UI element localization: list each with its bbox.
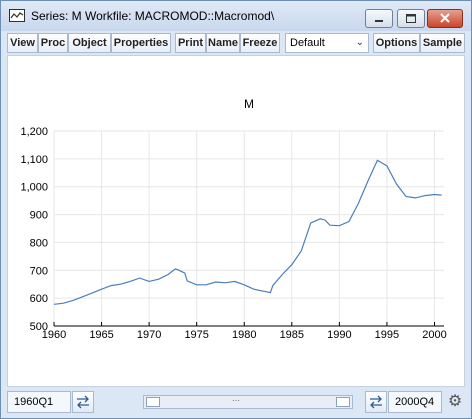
- y-tick-label: 500: [30, 321, 48, 333]
- proc-button[interactable]: Proc: [38, 33, 68, 53]
- sample-range-slider[interactable]: ⋯: [143, 395, 353, 409]
- status-bar: 1960Q1 ⋯ 2000Q4 ⚙: [7, 391, 465, 413]
- slider-grip-icon: ⋯: [232, 396, 240, 405]
- line-chart: M 500 600 700 800 900 1,000 1,100 1,200 1960 1965 1…: [20, 97, 446, 341]
- y-tick-label: 1,100: [20, 154, 48, 166]
- graph-type-dropdown[interactable]: Default ⌄: [285, 33, 369, 53]
- close-icon: [440, 13, 450, 23]
- toolbar: View Proc Object Properties Print Name F…: [7, 33, 465, 53]
- sample-end-field[interactable]: 2000Q4: [388, 391, 442, 413]
- maximize-button[interactable]: [397, 9, 425, 28]
- y-tick-label: 900: [30, 210, 48, 222]
- x-tick-label: 2000: [422, 329, 446, 341]
- dropdown-value: Default: [290, 37, 325, 49]
- sample-start-field[interactable]: 1960Q1: [7, 391, 71, 413]
- slider-start-handle[interactable]: [146, 397, 160, 407]
- object-button[interactable]: Object: [68, 33, 111, 53]
- name-button[interactable]: Name: [206, 33, 240, 53]
- window-title: Series: M Workfile: MACROMOD::Macromod\: [31, 9, 275, 23]
- series-line-M: [53, 159, 442, 305]
- x-tick-label: 1995: [375, 329, 399, 341]
- x-tick-label: 1990: [327, 329, 351, 341]
- swap-arrows-icon: [77, 395, 89, 409]
- chart-title: M: [244, 97, 254, 111]
- x-tick-label: 1980: [232, 329, 256, 341]
- view-button[interactable]: View: [7, 33, 38, 53]
- gear-icon[interactable]: ⚙: [447, 393, 463, 410]
- freeze-button[interactable]: Freeze: [240, 33, 280, 53]
- x-tick-label: 1985: [280, 329, 304, 341]
- options-button[interactable]: Options: [373, 33, 420, 53]
- x-tick-label: 1970: [137, 329, 161, 341]
- sample-button[interactable]: Sample: [420, 33, 465, 53]
- graph-icon: [9, 9, 25, 22]
- y-tick-label: 800: [30, 237, 48, 249]
- x-tick-label: 1975: [184, 329, 208, 341]
- x-tick-label: 1960: [42, 329, 66, 341]
- minimize-icon: [375, 20, 383, 22]
- close-button[interactable]: [427, 9, 463, 28]
- sample-start-swap-button[interactable]: [72, 391, 94, 413]
- y-tick-label: 1,000: [20, 182, 48, 194]
- sample-end-swap-button[interactable]: [365, 391, 387, 413]
- maximize-icon: [406, 14, 416, 23]
- properties-button[interactable]: Properties: [111, 33, 171, 53]
- y-tick-label: 1,200: [20, 126, 48, 138]
- graph-area: M 500 600 700 800 900 1,000 1,100 1,200 1960 1965 1…: [7, 55, 465, 387]
- chevron-down-icon: ⌄: [355, 37, 364, 48]
- title-bar[interactable]: Series: M Workfile: MACROMOD::Macromod\: [1, 1, 471, 31]
- y-tick-label: 700: [30, 265, 48, 277]
- y-tick-label: 600: [30, 293, 48, 305]
- print-button[interactable]: Print: [175, 33, 206, 53]
- swap-arrows-icon: [370, 395, 382, 409]
- x-tick-label: 1965: [89, 329, 113, 341]
- slider-end-handle[interactable]: [336, 397, 350, 407]
- minimize-button[interactable]: [365, 9, 393, 28]
